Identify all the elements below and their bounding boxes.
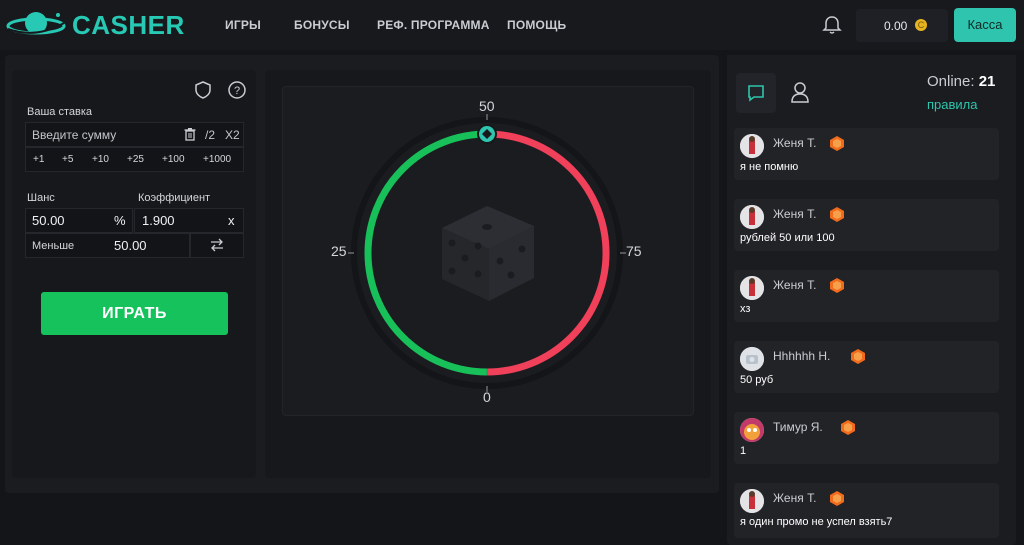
nav-bonuses[interactable]: БОНУСЫ [294, 18, 350, 32]
message-author[interactable]: Женя Т. [773, 136, 817, 150]
chat-message: Женя Т. хз [734, 270, 999, 322]
logo[interactable] [6, 9, 176, 41]
wheel-marker-icon[interactable] [477, 124, 497, 144]
message-author[interactable]: Женя Т. [773, 207, 817, 221]
avatar[interactable] [740, 347, 764, 371]
bet-label: Ваша ставка [27, 106, 93, 118]
wheel-label-50: 50 [479, 98, 495, 114]
avatar[interactable] [740, 418, 764, 442]
coefficient-label: Коэффициент [138, 192, 211, 204]
message-text: я один промо не успел взять7 [740, 516, 893, 528]
quick-amount-100[interactable]: +100 [162, 154, 185, 165]
chat-message: Hhhhhh H. 50 руб [734, 341, 999, 393]
message-text: 1 [740, 445, 747, 457]
lose-arc [486, 130, 610, 376]
avatar[interactable] [740, 205, 764, 229]
avatar[interactable] [740, 276, 764, 300]
wheel-label-0: 0 [483, 389, 491, 405]
wheel-label-75: 75 [626, 243, 642, 259]
less-label: Меньше [32, 240, 75, 252]
chat-message: Женя Т. рублей 50 или 100 [734, 199, 999, 251]
balance-box[interactable]: 0.00 C [856, 9, 948, 42]
top-header: CASHER ИГРЫ БОНУСЫ РЕФ. ПРОГРАММА ПОМОЩЬ… [0, 0, 1024, 50]
swap-button[interactable] [190, 233, 244, 258]
swap-arrows-icon[interactable] [208, 238, 226, 252]
quick-amount-10[interactable]: +10 [92, 154, 109, 165]
coefficient-sign: x [228, 213, 235, 228]
coin-icon: C [915, 19, 927, 31]
avatar[interactable] [740, 489, 764, 513]
quick-amount-1[interactable]: +1 [33, 154, 45, 165]
svg-text:?: ? [234, 85, 240, 97]
bell-icon[interactable] [821, 14, 843, 36]
bet-amount-input[interactable]: Введите сумму [32, 128, 117, 142]
message-author[interactable]: Тимур Я. [773, 420, 823, 434]
help-icon[interactable]: ? [227, 80, 247, 100]
coefficient-value[interactable]: 1.900 [142, 213, 175, 228]
quick-amounts-row [25, 147, 244, 172]
chance-field[interactable] [25, 208, 133, 233]
half-button[interactable]: /2 [205, 128, 216, 142]
trash-icon[interactable] [183, 127, 197, 141]
logo-text[interactable]: CASHER [72, 10, 185, 40]
rank-badge-icon [830, 278, 844, 293]
message-text: я не помню [740, 161, 799, 173]
message-author[interactable]: Женя Т. [773, 491, 817, 505]
chat-message: Тимур Я. 1 [734, 412, 999, 464]
less-value: 50.00 [114, 238, 147, 253]
rank-badge-icon [841, 420, 855, 435]
dice-wheel [348, 114, 626, 392]
rank-badge-icon [830, 491, 844, 506]
message-author[interactable]: Женя Т. [773, 278, 817, 292]
rules-link[interactable]: правила [927, 97, 978, 112]
cashier-button[interactable]: Касса [954, 8, 1016, 42]
bet-amount-field[interactable] [25, 122, 244, 147]
rank-badge-icon [851, 349, 865, 364]
double-button[interactable]: X2 [225, 128, 240, 142]
nav-referral[interactable]: РЕФ. ПРОГРАММА [377, 18, 490, 32]
nav-games[interactable]: ИГРЫ [225, 18, 261, 32]
win-arc [364, 130, 488, 376]
nav-help[interactable]: ПОМОЩЬ [507, 18, 567, 32]
less-field [25, 233, 190, 258]
rank-badge-icon [830, 136, 844, 151]
quick-amount-25[interactable]: +25 [127, 154, 144, 165]
avatar[interactable] [740, 134, 764, 158]
message-text: хз [740, 303, 751, 315]
balance-value: 0.00 [884, 19, 908, 33]
quick-amount-1000[interactable]: +1000 [203, 154, 232, 165]
chance-value[interactable]: 50.00 [32, 213, 65, 228]
coefficient-field[interactable] [134, 208, 244, 233]
chat-bubble-icon [748, 85, 764, 102]
planet-logo-icon [6, 12, 66, 35]
chat-message: Женя Т. я не помню [734, 128, 999, 180]
message-author[interactable]: Hhhhhh H. [773, 349, 831, 363]
online-count: 21 [978, 73, 996, 90]
quick-amount-5[interactable]: +5 [62, 154, 74, 165]
play-button[interactable]: ИГРАТЬ [41, 292, 228, 335]
message-text: рублей 50 или 100 [740, 232, 835, 244]
online-counter: Online: 21 [927, 73, 995, 90]
chance-label: Шанс [27, 192, 55, 204]
online-label: Online: [927, 73, 975, 90]
shield-icon[interactable] [193, 80, 213, 100]
message-text: 50 руб [740, 374, 774, 386]
user-icon[interactable] [789, 81, 811, 105]
chat-message: Женя Т. я один промо не успел взять7 [734, 483, 999, 538]
tab-chat[interactable] [736, 73, 776, 113]
wheel-label-25: 25 [331, 243, 347, 259]
percent-sign: % [114, 213, 126, 228]
rank-badge-icon [830, 207, 844, 222]
dice-icon [442, 206, 534, 301]
